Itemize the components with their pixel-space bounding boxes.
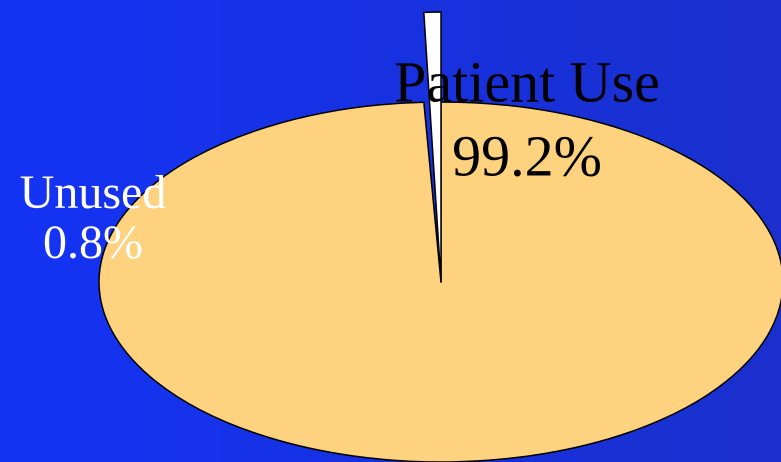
slice-label: Patient Use [394,49,660,114]
slice-value-label: 0.8% [43,216,143,269]
slice-value-label: 99.2% [452,123,602,188]
slice-label: Unused [20,166,167,219]
pie-slice [423,11,442,283]
